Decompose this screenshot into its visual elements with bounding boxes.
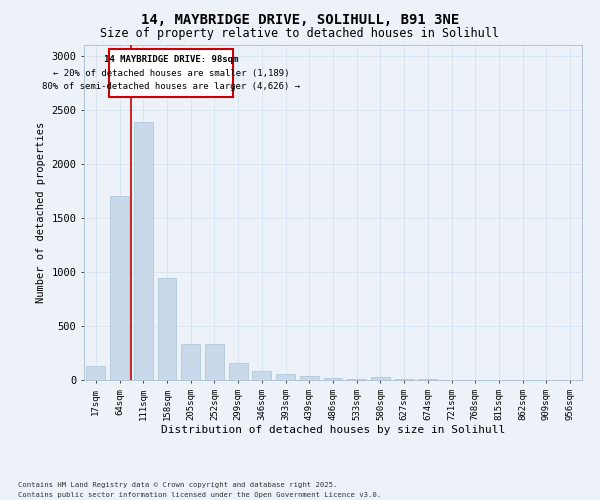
Bar: [205, 344, 224, 380]
Bar: [110, 196, 129, 380]
Bar: [86, 366, 106, 380]
Y-axis label: Number of detached properties: Number of detached properties: [36, 122, 46, 303]
Text: ← 20% of detached houses are smaller (1,189): ← 20% of detached houses are smaller (1,…: [53, 68, 289, 78]
Bar: [109, 50, 233, 97]
Bar: [181, 344, 200, 380]
Text: Contains HM Land Registry data © Crown copyright and database right 2025.: Contains HM Land Registry data © Crown c…: [18, 482, 337, 488]
Bar: [134, 122, 153, 380]
Text: Contains public sector information licensed under the Open Government Licence v3: Contains public sector information licen…: [18, 492, 381, 498]
Bar: [253, 372, 271, 380]
X-axis label: Distribution of detached houses by size in Solihull: Distribution of detached houses by size …: [161, 426, 505, 436]
Text: Size of property relative to detached houses in Solihull: Size of property relative to detached ho…: [101, 28, 499, 40]
Bar: [276, 374, 295, 380]
Bar: [300, 376, 319, 380]
Text: 14, MAYBRIDGE DRIVE, SOLIHULL, B91 3NE: 14, MAYBRIDGE DRIVE, SOLIHULL, B91 3NE: [141, 12, 459, 26]
Bar: [323, 378, 343, 380]
Bar: [371, 377, 390, 380]
Text: 80% of semi-detached houses are larger (4,626) →: 80% of semi-detached houses are larger (…: [42, 82, 300, 91]
Bar: [229, 363, 248, 380]
Bar: [158, 278, 176, 380]
Text: 14 MAYBRIDGE DRIVE: 98sqm: 14 MAYBRIDGE DRIVE: 98sqm: [104, 56, 238, 64]
